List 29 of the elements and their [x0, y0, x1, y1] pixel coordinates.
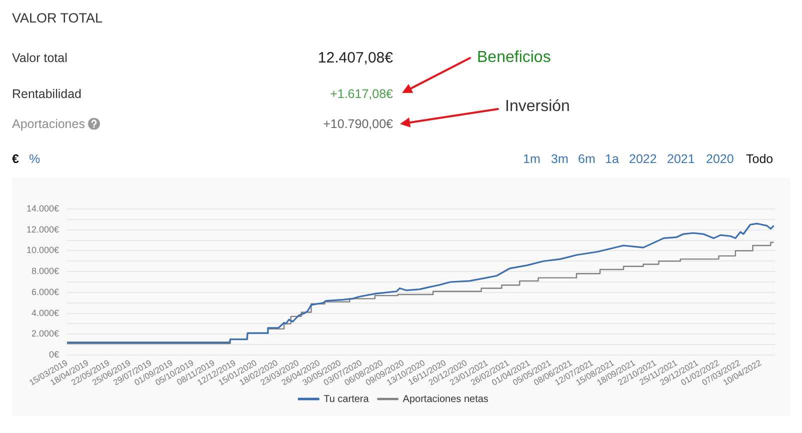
y-tick-label: 6.000€	[31, 286, 59, 297]
text: +1.617,08€	[330, 86, 393, 101]
text: %	[29, 152, 40, 166]
text: Rentabilidad	[12, 86, 82, 101]
text: Beneficios	[477, 49, 551, 66]
text: +10.790,00€	[323, 116, 393, 131]
chart-title: VALOR TOTAL	[12, 10, 103, 26]
text: Todo	[746, 152, 774, 166]
y-tick-label: 0€	[48, 349, 59, 360]
text: 2022	[629, 152, 657, 166]
y-tick-label: 4.000€	[31, 308, 59, 318]
text: 6m	[578, 152, 596, 166]
legend-label: Tu cartera	[324, 394, 370, 405]
text: 12.407,08€	[318, 50, 393, 66]
text: Inversión	[505, 98, 570, 115]
y-tick-label: 14.000€	[26, 203, 59, 214]
y-tick-label: 2.000€	[31, 328, 59, 339]
legend-label: Aportaciones netas	[402, 394, 488, 405]
text: Aportaciones	[12, 116, 85, 131]
text: €	[12, 152, 19, 166]
y-tick-label: 10.000€	[26, 245, 59, 256]
text: 2021	[667, 152, 695, 166]
text: Valor total	[12, 50, 68, 65]
text: 3m	[551, 152, 568, 166]
y-tick-label: 8.000€	[31, 266, 59, 276]
text: 1a	[605, 152, 619, 166]
y-tick-label: 12.000€	[26, 224, 59, 234]
text: 1m	[523, 152, 540, 166]
text: 2020	[706, 152, 734, 166]
